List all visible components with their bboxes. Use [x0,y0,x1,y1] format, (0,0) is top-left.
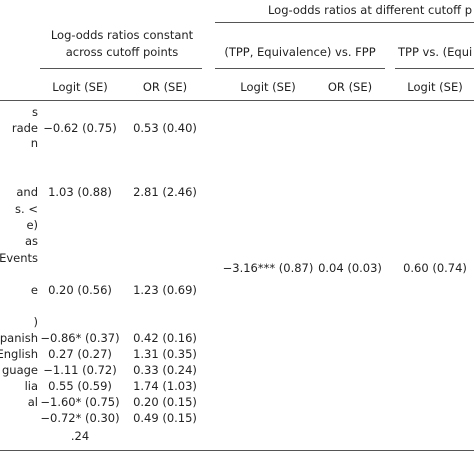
group-header: Log-odds ratios constant [50,28,194,42]
cell: 0.49 (0.15) [133,411,197,425]
row-label: ) [33,315,39,329]
cell: −0.86* (0.37) [40,331,120,345]
cell: 1.23 (0.69) [133,283,197,297]
cell: 0.42 (0.16) [133,331,197,345]
column-header: OR (SE) [142,80,188,94]
column-header: Logit (SE) [240,80,296,94]
cell: −0.62 (0.75) [43,121,117,135]
rule [0,100,474,101]
rule [395,68,474,69]
cell: 0.27 (0.27) [48,347,112,361]
rule [0,450,474,451]
cell: 0.55 (0.59) [48,379,112,393]
row-label: e [30,283,38,297]
rule [40,68,202,69]
cell: 0.53 (0.40) [133,121,197,135]
row-label: lia [24,379,38,393]
row-label: guage [1,363,38,377]
cell: 2.81 (2.46) [133,185,197,199]
cell: −3.16*** (0.87) [222,261,314,275]
cell: .24 [70,429,90,443]
row-label: and [16,185,38,199]
row-label: Events [0,251,38,265]
cell: −0.72* (0.30) [40,411,120,425]
row-label: as [24,234,38,248]
cell: 1.31 (0.35) [133,347,197,361]
group-header: across cutoff points [65,45,179,59]
rule [215,68,385,69]
row-label: rade [11,121,38,135]
row-label: n [30,136,38,150]
row-label: English [0,347,38,361]
cell: 0.20 (0.56) [48,283,112,297]
row-label: al [27,395,38,409]
group-header: Log-odds ratios at different cutoff p [267,3,473,17]
sub-header: TPP vs. (Equi [398,45,473,59]
row-label: e) [26,218,38,232]
cell: −1.11 (0.72) [43,363,117,377]
row-label: s [32,105,38,119]
cell: −1.60* (0.75) [40,395,120,409]
column-header: OR (SE) [327,80,373,94]
row-label: s. < [15,202,38,216]
cell: 1.03 (0.88) [48,185,112,199]
cell: 0.33 (0.24) [133,363,197,377]
cell: 0.04 (0.03) [318,261,382,275]
cell: 0.20 (0.15) [133,395,197,409]
column-header: Logit (SE) [407,80,463,94]
row-label: Spanish [0,331,38,345]
cell: 0.60 (0.74) [403,261,467,275]
cell: 1.74 (1.03) [133,379,197,393]
rule [215,22,474,23]
sub-header: (TPP, Equivalence) vs. FPP [224,45,376,59]
column-header: Logit (SE) [52,80,108,94]
